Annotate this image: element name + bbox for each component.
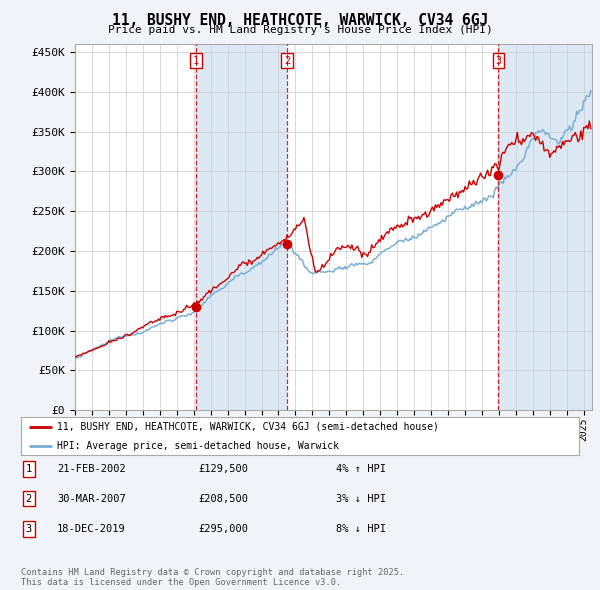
Text: 30-MAR-2007: 30-MAR-2007	[57, 494, 126, 503]
Text: 2: 2	[284, 55, 290, 65]
Text: 11, BUSHY END, HEATHCOTE, WARWICK, CV34 6GJ: 11, BUSHY END, HEATHCOTE, WARWICK, CV34 …	[112, 13, 488, 28]
Text: 18-DEC-2019: 18-DEC-2019	[57, 525, 126, 534]
Text: 11, BUSHY END, HEATHCOTE, WARWICK, CV34 6GJ (semi-detached house): 11, BUSHY END, HEATHCOTE, WARWICK, CV34 …	[57, 422, 439, 432]
Text: 1: 1	[193, 55, 199, 65]
Text: 2: 2	[26, 494, 32, 503]
Text: 3: 3	[26, 525, 32, 534]
Text: 4% ↑ HPI: 4% ↑ HPI	[336, 464, 386, 474]
Text: £295,000: £295,000	[198, 525, 248, 534]
Text: HPI: Average price, semi-detached house, Warwick: HPI: Average price, semi-detached house,…	[57, 441, 339, 451]
Text: 8% ↓ HPI: 8% ↓ HPI	[336, 525, 386, 534]
Text: 3% ↓ HPI: 3% ↓ HPI	[336, 494, 386, 503]
Bar	[498, 44, 592, 410]
Bar	[196, 44, 287, 410]
Text: Price paid vs. HM Land Registry's House Price Index (HPI): Price paid vs. HM Land Registry's House …	[107, 25, 493, 35]
Text: £129,500: £129,500	[198, 464, 248, 474]
Text: 3: 3	[495, 55, 502, 65]
Text: Contains HM Land Registry data © Crown copyright and database right 2025.
This d: Contains HM Land Registry data © Crown c…	[21, 568, 404, 587]
Text: 1: 1	[26, 464, 32, 474]
Text: £208,500: £208,500	[198, 494, 248, 503]
Text: 21-FEB-2002: 21-FEB-2002	[57, 464, 126, 474]
